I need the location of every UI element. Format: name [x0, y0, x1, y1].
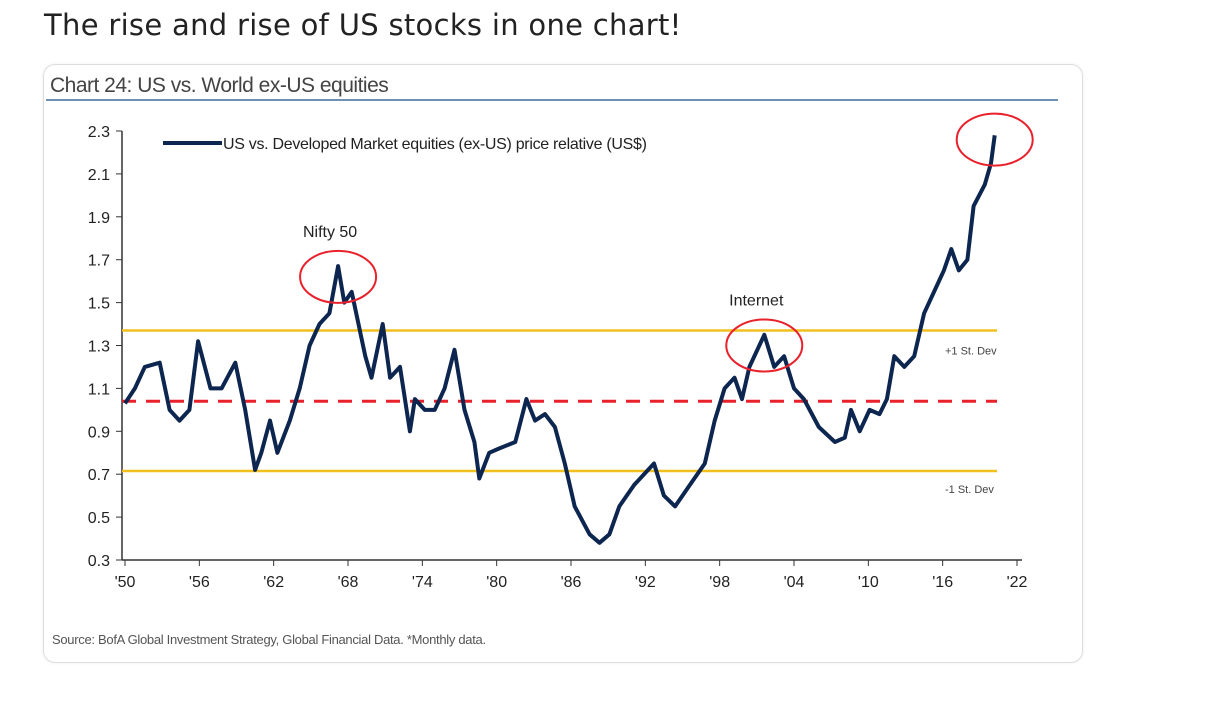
x-tick-label: '62: [263, 574, 284, 591]
y-tick-label: 0.9: [88, 424, 110, 441]
y-tick-label: 1.3: [88, 339, 110, 356]
y-tick-label: 1.9: [88, 210, 110, 227]
y-tick-label: 0.5: [88, 510, 110, 527]
x-tick-label: '50: [115, 574, 136, 591]
annotation-circle: [725, 318, 804, 373]
y-tick-label: 1.7: [88, 253, 110, 270]
annotation-label: Internet: [729, 293, 784, 310]
y-tick-label: 2.1: [88, 167, 110, 184]
legend-label: US vs. Developed Market equities (ex-US)…: [223, 136, 647, 153]
title-divider: [46, 99, 1058, 101]
x-tick-label: '98: [709, 574, 730, 591]
x-tick-label: '68: [338, 574, 359, 591]
x-tick-label: '56: [189, 574, 210, 591]
annotation-circle: [299, 249, 378, 304]
x-tick-label: '16: [932, 574, 953, 591]
y-tick-label: 0.3: [88, 553, 110, 570]
x-tick-label: '80: [486, 574, 507, 591]
reference-line-label: -1 St. Dev: [945, 484, 994, 496]
chart-card: [43, 64, 1083, 663]
x-tick-label: '04: [784, 574, 805, 591]
x-tick-label: '22: [1007, 574, 1028, 591]
series-line: [123, 135, 997, 545]
y-tick-label: 0.7: [88, 467, 110, 484]
x-tick-label: '86: [561, 574, 582, 591]
reference-line-label: +1 St. Dev: [945, 345, 997, 357]
chart-source: Source: BofA Global Investment Strategy,…: [52, 632, 486, 647]
headline: The rise and rise of US stocks in one ch…: [44, 8, 682, 42]
x-tick-label: '74: [412, 574, 433, 591]
y-tick-label: 2.3: [88, 124, 110, 141]
y-tick-label: 1.5: [88, 296, 110, 313]
annotation-label: Nifty 50: [303, 224, 357, 241]
x-tick-label: '92: [635, 574, 656, 591]
chart-title: Chart 24: US vs. World ex-US equities: [50, 74, 389, 97]
y-tick-label: 1.1: [88, 381, 110, 398]
x-tick-label: '10: [858, 574, 879, 591]
annotation-circle: [955, 112, 1034, 167]
